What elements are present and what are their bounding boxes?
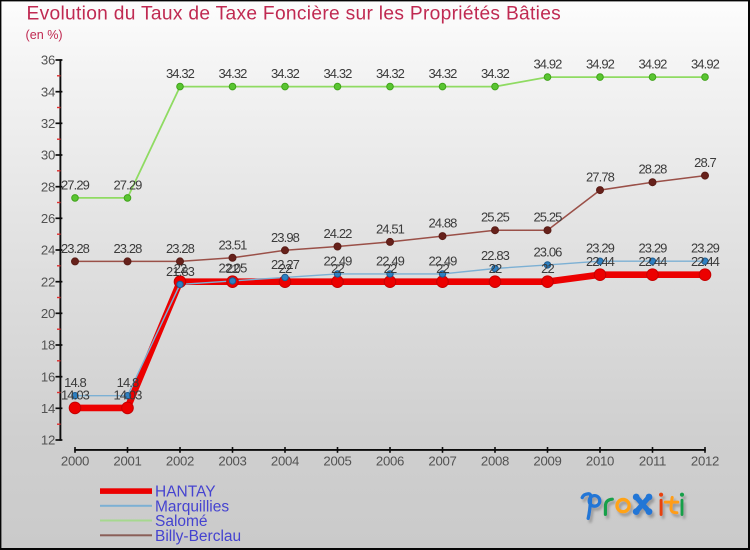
svg-text:Billy-Berclau: Billy-Berclau — [155, 528, 241, 545]
svg-text:2003: 2003 — [218, 454, 246, 469]
svg-text:(en %): (en %) — [26, 28, 63, 42]
svg-text:23.29: 23.29 — [691, 241, 720, 256]
svg-text:34.92: 34.92 — [691, 57, 720, 72]
svg-text:34.32: 34.32 — [376, 66, 405, 81]
svg-text:27.29: 27.29 — [61, 177, 90, 192]
svg-text:14.8: 14.8 — [64, 375, 86, 390]
svg-text:22.44: 22.44 — [638, 254, 667, 269]
svg-text:Evolution du Taux de Taxe Fonc: Evolution du Taux de Taxe Foncière sur l… — [27, 3, 562, 24]
svg-text:34.92: 34.92 — [586, 57, 615, 72]
svg-text:14.8: 14.8 — [117, 375, 139, 390]
svg-text:23.28: 23.28 — [113, 241, 142, 256]
svg-text:22: 22 — [226, 261, 239, 276]
svg-text:2002: 2002 — [166, 454, 194, 469]
svg-text:2009: 2009 — [533, 454, 561, 469]
svg-text:34.32: 34.32 — [166, 66, 195, 81]
svg-text:26: 26 — [41, 211, 55, 226]
svg-text:22: 22 — [489, 261, 502, 276]
svg-text:28.28: 28.28 — [638, 162, 667, 177]
svg-text:2001: 2001 — [113, 454, 141, 469]
svg-text:24.22: 24.22 — [323, 226, 352, 241]
svg-text:22.83: 22.83 — [481, 248, 510, 263]
svg-text:25.25: 25.25 — [533, 210, 562, 225]
svg-text:36: 36 — [41, 53, 55, 68]
svg-text:22.05: 22.05 — [218, 260, 247, 275]
svg-text:2006: 2006 — [376, 454, 404, 469]
svg-text:14.03: 14.03 — [61, 387, 90, 402]
svg-text:22.49: 22.49 — [323, 253, 352, 268]
svg-text:34: 34 — [41, 84, 55, 99]
svg-text:22: 22 — [436, 261, 449, 276]
svg-text:22: 22 — [331, 261, 344, 276]
svg-text:22: 22 — [541, 261, 554, 276]
svg-text:Salomé: Salomé — [155, 513, 208, 530]
svg-text:18: 18 — [41, 338, 55, 353]
svg-text:34.32: 34.32 — [323, 66, 352, 81]
svg-text:HANTAY: HANTAY — [155, 484, 216, 501]
svg-text:22: 22 — [41, 274, 55, 289]
svg-text:23.98: 23.98 — [271, 230, 300, 245]
svg-text:20: 20 — [41, 306, 55, 321]
svg-text:34.32: 34.32 — [481, 66, 510, 81]
svg-text:2005: 2005 — [323, 454, 351, 469]
svg-text:22.44: 22.44 — [691, 254, 720, 269]
svg-text:34.92: 34.92 — [638, 57, 667, 72]
svg-text:27.29: 27.29 — [113, 177, 142, 192]
svg-text:34.32: 34.32 — [428, 66, 457, 81]
svg-text:2004: 2004 — [271, 454, 299, 469]
svg-text:23.28: 23.28 — [61, 241, 90, 256]
svg-text:24.51: 24.51 — [376, 221, 405, 236]
svg-text:2008: 2008 — [481, 454, 509, 469]
svg-text:22.49: 22.49 — [428, 253, 457, 268]
svg-text:25.25: 25.25 — [481, 210, 510, 225]
svg-text:23.51: 23.51 — [218, 237, 247, 252]
svg-text:22.44: 22.44 — [586, 254, 615, 269]
svg-text:2000: 2000 — [61, 454, 89, 469]
svg-text:28.7: 28.7 — [694, 155, 716, 170]
svg-text:21.83: 21.83 — [166, 264, 195, 279]
svg-text:28: 28 — [41, 179, 55, 194]
svg-text:22: 22 — [279, 261, 292, 276]
svg-text:22.49: 22.49 — [376, 253, 405, 268]
svg-text:30: 30 — [41, 148, 55, 163]
svg-text:2010: 2010 — [586, 454, 614, 469]
svg-text:12: 12 — [41, 433, 55, 448]
svg-text:22: 22 — [174, 261, 187, 276]
svg-text:34.32: 34.32 — [218, 66, 247, 81]
svg-text:2011: 2011 — [639, 454, 666, 469]
svg-text:23.28: 23.28 — [166, 241, 195, 256]
svg-text:14.03: 14.03 — [113, 387, 142, 402]
svg-text:Marquillies: Marquillies — [155, 498, 229, 515]
svg-text:34.92: 34.92 — [533, 57, 562, 72]
svg-text:23.06: 23.06 — [533, 244, 562, 259]
svg-text:23.29: 23.29 — [638, 241, 667, 256]
svg-text:16: 16 — [41, 369, 55, 384]
svg-text:27.78: 27.78 — [586, 170, 615, 185]
svg-text:22.27: 22.27 — [271, 257, 300, 272]
svg-text:32: 32 — [41, 116, 55, 131]
svg-text:22: 22 — [384, 261, 397, 276]
svg-text:2007: 2007 — [428, 454, 456, 469]
svg-text:23.29: 23.29 — [586, 241, 615, 256]
svg-text:34.32: 34.32 — [271, 66, 300, 81]
svg-text:24.88: 24.88 — [428, 216, 457, 231]
svg-text:14: 14 — [41, 401, 55, 416]
svg-text:2012: 2012 — [691, 454, 719, 469]
svg-text:24: 24 — [41, 243, 55, 258]
